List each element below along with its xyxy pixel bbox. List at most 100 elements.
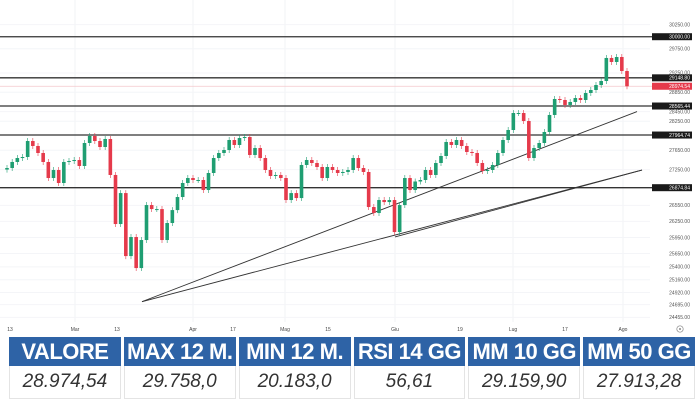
- candle-body: [279, 174, 283, 179]
- candle-body: [113, 174, 118, 225]
- candle-body: [248, 137, 252, 155]
- candle: [372, 204, 376, 217]
- candle: [454, 137, 459, 148]
- candle-body: [428, 170, 433, 175]
- candle-body: [51, 170, 56, 179]
- candle: [496, 149, 500, 168]
- candle-body: [10, 161, 14, 169]
- candle: [366, 168, 371, 211]
- candle: [149, 202, 154, 213]
- candle-body: [268, 170, 273, 176]
- value-mm-10: 29.159,90: [468, 366, 581, 399]
- candle: [568, 98, 572, 108]
- price-axis[interactable]: 30250.00 29750.00 29250.00 28850.00 28450.00…: [652, 22, 692, 321]
- gear-icon[interactable]: [676, 325, 684, 333]
- candle-body: [170, 210, 175, 224]
- candle: [377, 197, 381, 217]
- price-tick-label: 28250.00: [669, 119, 690, 125]
- candlestick-chart[interactable]: 30250.00 29750.00 29250.00 28850.00 28450.00…: [0, 0, 700, 336]
- time-tick-label: 15: [325, 327, 331, 333]
- candle-body: [299, 164, 304, 199]
- candle-body: [583, 92, 588, 100]
- candle: [335, 167, 340, 176]
- candle-body: [310, 160, 314, 163]
- candle-body: [335, 170, 340, 173]
- candle: [397, 202, 402, 236]
- candle-body: [160, 209, 164, 241]
- candle-body: [377, 200, 381, 214]
- candle: [118, 190, 123, 228]
- candle: [279, 171, 283, 182]
- level-label-box: [652, 184, 692, 192]
- candle-body: [614, 57, 619, 62]
- candle: [196, 177, 200, 183]
- candle-body: [118, 193, 123, 225]
- candle: [444, 138, 448, 159]
- candle: [170, 207, 175, 227]
- candle-body: [558, 98, 562, 100]
- candle-body: [77, 160, 82, 166]
- candle: [310, 157, 314, 166]
- header-min-12m: MIN 12 M.: [238, 337, 351, 366]
- candle-body: [604, 57, 609, 82]
- candle: [620, 54, 624, 75]
- candle: [439, 152, 443, 166]
- grid: [0, 0, 650, 322]
- price-tick-label: 28450.00: [669, 109, 690, 115]
- trendlines: [141, 111, 643, 303]
- candle: [594, 82, 598, 93]
- candle: [346, 167, 350, 175]
- candle-body: [5, 168, 9, 170]
- candle: [175, 194, 180, 214]
- candle-body: [155, 209, 159, 211]
- candle: [325, 164, 330, 182]
- level-label: 28565.44: [669, 104, 690, 110]
- price-tick-label: 28850.00: [669, 90, 690, 96]
- candle-body: [418, 180, 423, 182]
- level-label: 30000.00: [669, 35, 690, 41]
- candle: [227, 137, 231, 153]
- price-tick-label: 25160.00: [669, 278, 690, 284]
- candle: [268, 167, 273, 179]
- candle-body: [108, 138, 113, 175]
- level-label-box: [652, 33, 692, 41]
- price-tick-label: 26250.00: [669, 219, 690, 225]
- candle-body: [165, 223, 169, 241]
- candle: [392, 197, 397, 236]
- candle: [211, 155, 216, 176]
- candle-body: [175, 197, 180, 211]
- price-tick-label: 24695.00: [669, 302, 690, 308]
- candle-body: [449, 141, 454, 145]
- candle-body: [320, 167, 324, 179]
- candle-body: [139, 240, 144, 269]
- price-tick-label: 29750.00: [669, 47, 690, 53]
- time-tick-label: 13: [114, 327, 120, 333]
- candle: [155, 206, 159, 213]
- candle: [490, 161, 495, 173]
- candle-body: [232, 140, 237, 145]
- price-tick-label: 25400.00: [669, 265, 690, 271]
- candle-body: [366, 171, 371, 208]
- candle-body: [31, 141, 35, 146]
- candle: [521, 109, 526, 125]
- candle: [459, 137, 464, 149]
- time-tick-label: 17: [230, 327, 236, 333]
- candle: [242, 134, 247, 142]
- candle: [5, 165, 9, 173]
- candle-body: [413, 181, 417, 191]
- candle: [599, 78, 603, 89]
- candle: [614, 54, 619, 65]
- value-min-12m: 20.183,0: [238, 366, 351, 399]
- value-mm-50: 27.913,28: [583, 366, 695, 399]
- stats-table: VALORE MAX 12 M. MIN 12 M. RSI 14 GG MM …: [9, 337, 695, 399]
- candle: [506, 127, 510, 143]
- candle-body: [144, 205, 149, 241]
- candle: [273, 171, 278, 179]
- candle-body: [625, 71, 629, 87]
- candle-body: [475, 152, 479, 163]
- candle: [413, 178, 417, 194]
- time-axis[interactable]: 13 Mar 13 Apr 17 Mag 15 Giu 19 Lug 17 Ago: [7, 327, 627, 333]
- candle-body: [341, 171, 345, 173]
- price-tick-label: 25950.00: [669, 235, 690, 241]
- time-tick-label: 19: [457, 327, 463, 333]
